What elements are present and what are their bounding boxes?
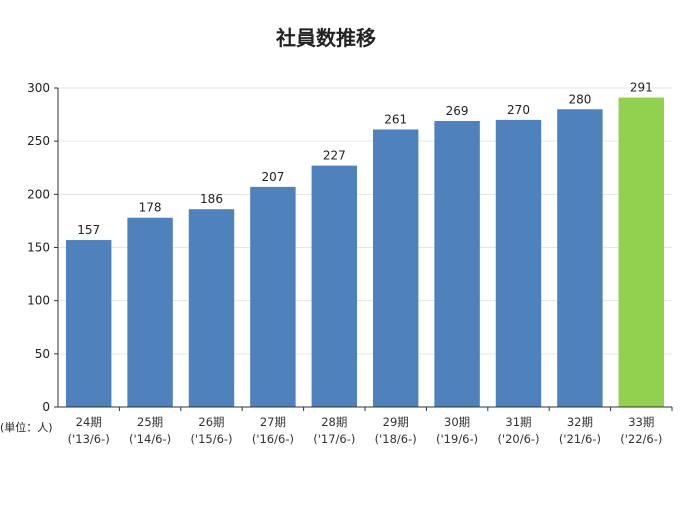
y-tick-label: 0 [42,400,50,414]
bar [557,109,603,408]
bar-value-label: 280 [568,92,591,106]
x-category-label: 28期 [321,415,347,429]
bar [250,186,296,407]
x-period-label: ('19/6-) [436,432,478,446]
x-category-label: 24期 [76,415,102,429]
x-period-label: ('14/6-) [129,432,171,446]
bar-value-label: 186 [200,192,223,206]
x-period-label: ('18/6-) [375,432,417,446]
bar-value-label: 207 [261,170,284,184]
x-category-label: 31期 [505,415,531,429]
x-period-label: ('20/6-) [497,432,539,446]
bar-value-label: 269 [446,104,469,118]
y-axis: 0 50 100 150 200 250 300 [27,81,59,414]
y-tick-label: 300 [27,81,50,95]
x-category-label: 29期 [383,415,409,429]
x-category-label: 32期 [567,415,593,429]
bar [618,97,665,407]
bar [495,119,542,408]
x-period-label: ('17/6-) [313,432,355,446]
x-category-label: 27期 [260,415,286,429]
bar-value-label: 178 [139,201,162,215]
bar [434,120,480,408]
bar-value-label: 227 [323,149,346,163]
x-axis: 24期 ('13/6-) 25期 ('14/6-) 26期 ('15/6-) 27期 ('16… [58,406,673,446]
x-category-label: 33期 [628,415,654,429]
bar-value-label: 291 [630,81,653,95]
x-period-label: ('22/6-) [620,432,662,446]
y-tick-label: 100 [27,294,50,308]
y-tick-label: 250 [27,134,50,148]
bar [311,165,358,407]
bar [65,240,112,407]
y-tick-label: 50 [35,347,50,361]
x-period-label: ('16/6-) [252,432,294,446]
bar-value-label: 157 [77,223,100,237]
bars: 157 178 186 207 227 261 269 270 280 291 [65,81,665,408]
x-category-label: 25期 [137,415,163,429]
x-period-label: ('15/6-) [190,432,232,446]
bar [188,209,235,407]
x-category-label: 30期 [444,415,470,429]
bar-value-label: 261 [384,112,407,126]
x-category-label: 26期 [198,415,224,429]
y-tick-label: 150 [27,241,50,255]
y-tick-label: 200 [27,187,50,201]
bar-value-label: 270 [507,103,530,117]
chart-title: 社員数推移 [275,26,376,50]
x-period-label: ('21/6-) [559,432,601,446]
x-period-label: ('13/6-) [68,432,110,446]
unit-label: (単位：人) [0,420,53,434]
bar [372,129,419,407]
bar [127,217,173,407]
